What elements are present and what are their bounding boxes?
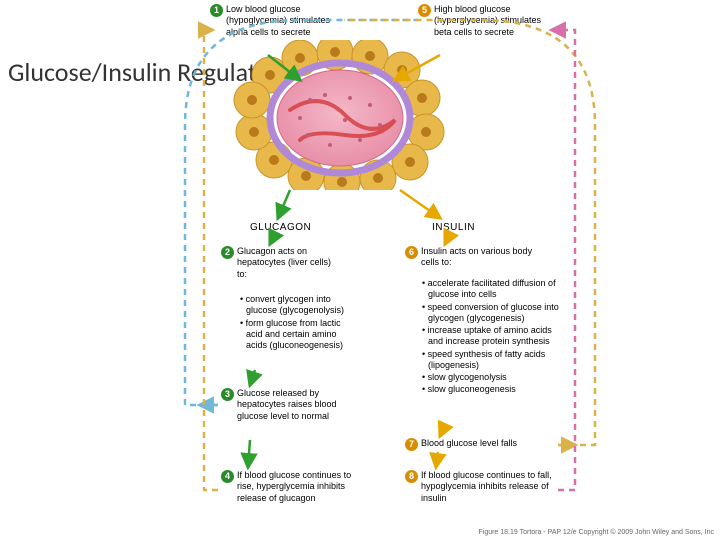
- step-5-text: High blood glucose (hyperglycemia) stimu…: [434, 4, 548, 38]
- step-3-number: 3: [221, 388, 234, 401]
- step-6-text: Insulin acts on various body cells to:: [421, 246, 545, 269]
- step-2: 2 Glucagon acts on hepatocytes (liver ce…: [221, 246, 341, 280]
- step-7: 7 Blood glucose level falls: [405, 438, 555, 451]
- step-2-text: Glucagon acts on hepatocytes (liver cell…: [237, 246, 341, 280]
- step-5: 5 High blood glucose (hyperglycemia) sti…: [418, 4, 548, 38]
- insulin-bullets: • accelerate facilitated diffusion of gl…: [414, 278, 564, 397]
- bullet: • slow gluconeogenesis: [422, 384, 564, 395]
- bullet: • form glucose from lactic acid and cert…: [240, 318, 357, 352]
- step-7-number: 7: [405, 438, 418, 451]
- bullet: • speed conversion of glucose into glyco…: [422, 302, 564, 325]
- step-4-text: If blood glucose continues to rise, hype…: [237, 470, 361, 504]
- step-3-text: Glucose released by hepatocytes raises b…: [237, 388, 351, 422]
- step-4-number: 4: [221, 470, 234, 483]
- step-3: 3 Glucose released by hepatocytes raises…: [221, 388, 351, 422]
- step-6: 6 Insulin acts on various body cells to:: [405, 246, 545, 269]
- insulin-label: INSULIN: [432, 222, 475, 233]
- bullet: • slow glycogenolysis: [422, 372, 564, 383]
- step-7-text: Blood glucose level falls: [421, 438, 517, 449]
- bullet: • speed synthesis of fatty acids (lipoge…: [422, 349, 564, 372]
- bullet: • accelerate facilitated diffusion of gl…: [422, 278, 564, 301]
- bullet: • increase uptake of amino acids and inc…: [422, 325, 564, 348]
- step-5-number: 5: [418, 4, 431, 17]
- figure-citation: Figure 18.19 Tortora - PAP 12/e Copyrigh…: [478, 529, 714, 536]
- step-1-text: Low blood glucose (hypoglycemia) stimula…: [226, 4, 340, 38]
- step-1-number: 1: [210, 4, 223, 17]
- step-2-number: 2: [221, 246, 234, 259]
- glucagon-label: GLUCAGON: [250, 222, 311, 233]
- islet-illustration: [230, 40, 450, 190]
- step-6-number: 6: [405, 246, 418, 259]
- step-8: 8 If blood glucose continues to fall, hy…: [405, 470, 555, 504]
- bullet: • convert glycogen into glucose (glycoge…: [240, 294, 357, 317]
- step-4: 4 If blood glucose continues to rise, hy…: [221, 470, 361, 504]
- step-8-text: If blood glucose continues to fall, hypo…: [421, 470, 555, 504]
- glucagon-bullets: • convert glycogen into glucose (glycoge…: [232, 294, 357, 352]
- step-8-number: 8: [405, 470, 418, 483]
- step-1: 1 Low blood glucose (hypoglycemia) stimu…: [210, 4, 340, 38]
